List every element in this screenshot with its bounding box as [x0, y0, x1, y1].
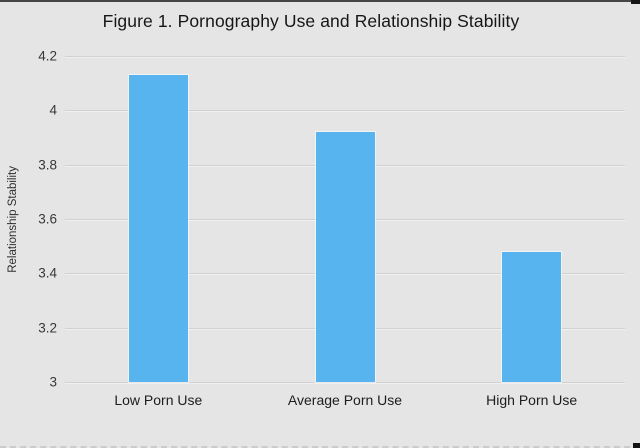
- y-tick-label: 4: [49, 102, 57, 118]
- gridline: [65, 382, 625, 383]
- gridline: [65, 56, 625, 57]
- x-category-label: Low Porn Use: [114, 392, 203, 408]
- chart-title: Figure 1. Pornography Use and Relationsh…: [102, 11, 520, 31]
- corner-handle-top-right: [631, 0, 640, 4]
- corner-handle-bottom-right: [633, 443, 640, 448]
- x-category-label: Average Porn Use: [287, 392, 403, 408]
- y-tick-label: 4.2: [38, 48, 57, 64]
- y-tick-label: 3.2: [38, 320, 57, 336]
- gridline: [65, 110, 625, 112]
- bar-low-porn-use: [128, 75, 188, 382]
- bottom-dashed-edge: [0, 446, 640, 448]
- top-edge-line: [0, 0, 640, 2]
- bar-high-porn-use: [502, 251, 562, 382]
- y-tick-label: 3.8: [38, 157, 57, 173]
- y-tick-label: 3: [49, 374, 57, 390]
- bar-average-porn-use: [315, 132, 375, 382]
- plot-area: [65, 56, 625, 383]
- x-category-label: High Porn Use: [486, 392, 578, 408]
- y-tick-label: 3.6: [38, 211, 57, 227]
- y-tick-label: 3.4: [38, 265, 57, 281]
